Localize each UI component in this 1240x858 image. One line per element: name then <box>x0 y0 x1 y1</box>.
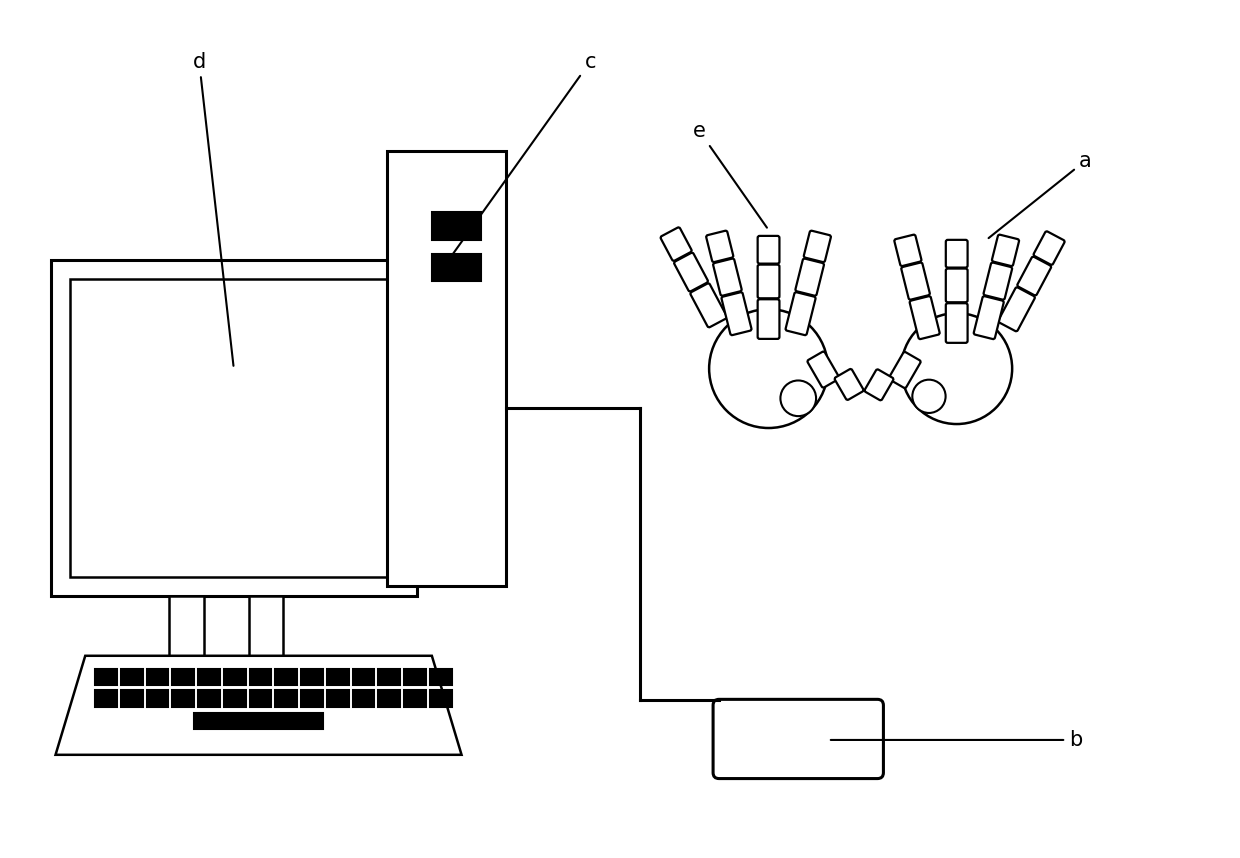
Circle shape <box>913 380 946 413</box>
FancyBboxPatch shape <box>707 231 733 262</box>
Bar <box>71 280 397 577</box>
Bar <box>387 151 506 587</box>
Bar <box>172 691 195 707</box>
FancyBboxPatch shape <box>983 263 1012 299</box>
Bar <box>195 713 322 729</box>
Bar <box>249 668 272 686</box>
FancyBboxPatch shape <box>864 369 893 401</box>
FancyBboxPatch shape <box>691 283 727 327</box>
FancyBboxPatch shape <box>1034 232 1065 265</box>
FancyBboxPatch shape <box>946 269 967 302</box>
Bar <box>120 691 143 707</box>
Text: b: b <box>831 730 1083 750</box>
FancyBboxPatch shape <box>758 264 780 299</box>
Circle shape <box>780 380 816 416</box>
Bar <box>275 668 298 686</box>
FancyBboxPatch shape <box>998 287 1035 331</box>
Bar <box>120 668 143 686</box>
Bar <box>301 691 322 707</box>
Bar <box>352 668 374 686</box>
Bar <box>224 691 246 707</box>
FancyBboxPatch shape <box>946 303 967 343</box>
Bar <box>327 668 348 686</box>
Bar <box>430 691 451 707</box>
Bar <box>352 691 374 707</box>
Bar <box>404 668 425 686</box>
Bar <box>249 691 272 707</box>
FancyBboxPatch shape <box>807 352 839 388</box>
Bar <box>327 691 348 707</box>
Bar <box>378 668 401 686</box>
Bar <box>198 691 219 707</box>
FancyBboxPatch shape <box>713 258 742 296</box>
Bar <box>95 668 117 686</box>
FancyBboxPatch shape <box>992 234 1019 266</box>
Bar <box>95 691 117 707</box>
FancyBboxPatch shape <box>795 258 823 296</box>
FancyBboxPatch shape <box>901 263 930 299</box>
Bar <box>378 691 401 707</box>
FancyBboxPatch shape <box>661 227 692 261</box>
Text: d: d <box>192 51 233 366</box>
FancyBboxPatch shape <box>973 296 1003 339</box>
Bar <box>146 668 169 686</box>
Bar <box>146 691 169 707</box>
FancyBboxPatch shape <box>786 293 816 335</box>
FancyBboxPatch shape <box>675 253 708 292</box>
FancyBboxPatch shape <box>835 369 863 400</box>
FancyBboxPatch shape <box>758 236 780 263</box>
Polygon shape <box>56 656 461 755</box>
FancyBboxPatch shape <box>1017 257 1052 295</box>
Circle shape <box>709 309 828 428</box>
FancyBboxPatch shape <box>910 296 940 339</box>
Bar <box>275 691 298 707</box>
Bar <box>249 596 283 656</box>
FancyBboxPatch shape <box>758 299 780 339</box>
Bar <box>404 691 425 707</box>
FancyBboxPatch shape <box>889 352 920 388</box>
FancyBboxPatch shape <box>946 240 967 268</box>
Text: c: c <box>444 51 596 268</box>
Text: e: e <box>693 121 768 227</box>
FancyBboxPatch shape <box>713 699 883 778</box>
FancyBboxPatch shape <box>894 234 921 266</box>
Bar <box>170 596 205 656</box>
Bar <box>301 668 322 686</box>
Bar <box>51 260 417 596</box>
Bar <box>432 254 481 281</box>
Bar <box>172 668 195 686</box>
FancyBboxPatch shape <box>722 293 751 335</box>
Bar <box>224 668 246 686</box>
Text: a: a <box>988 151 1091 239</box>
FancyBboxPatch shape <box>804 231 831 262</box>
Bar <box>430 668 451 686</box>
Circle shape <box>901 313 1012 424</box>
Bar <box>432 212 481 240</box>
Bar <box>198 668 219 686</box>
